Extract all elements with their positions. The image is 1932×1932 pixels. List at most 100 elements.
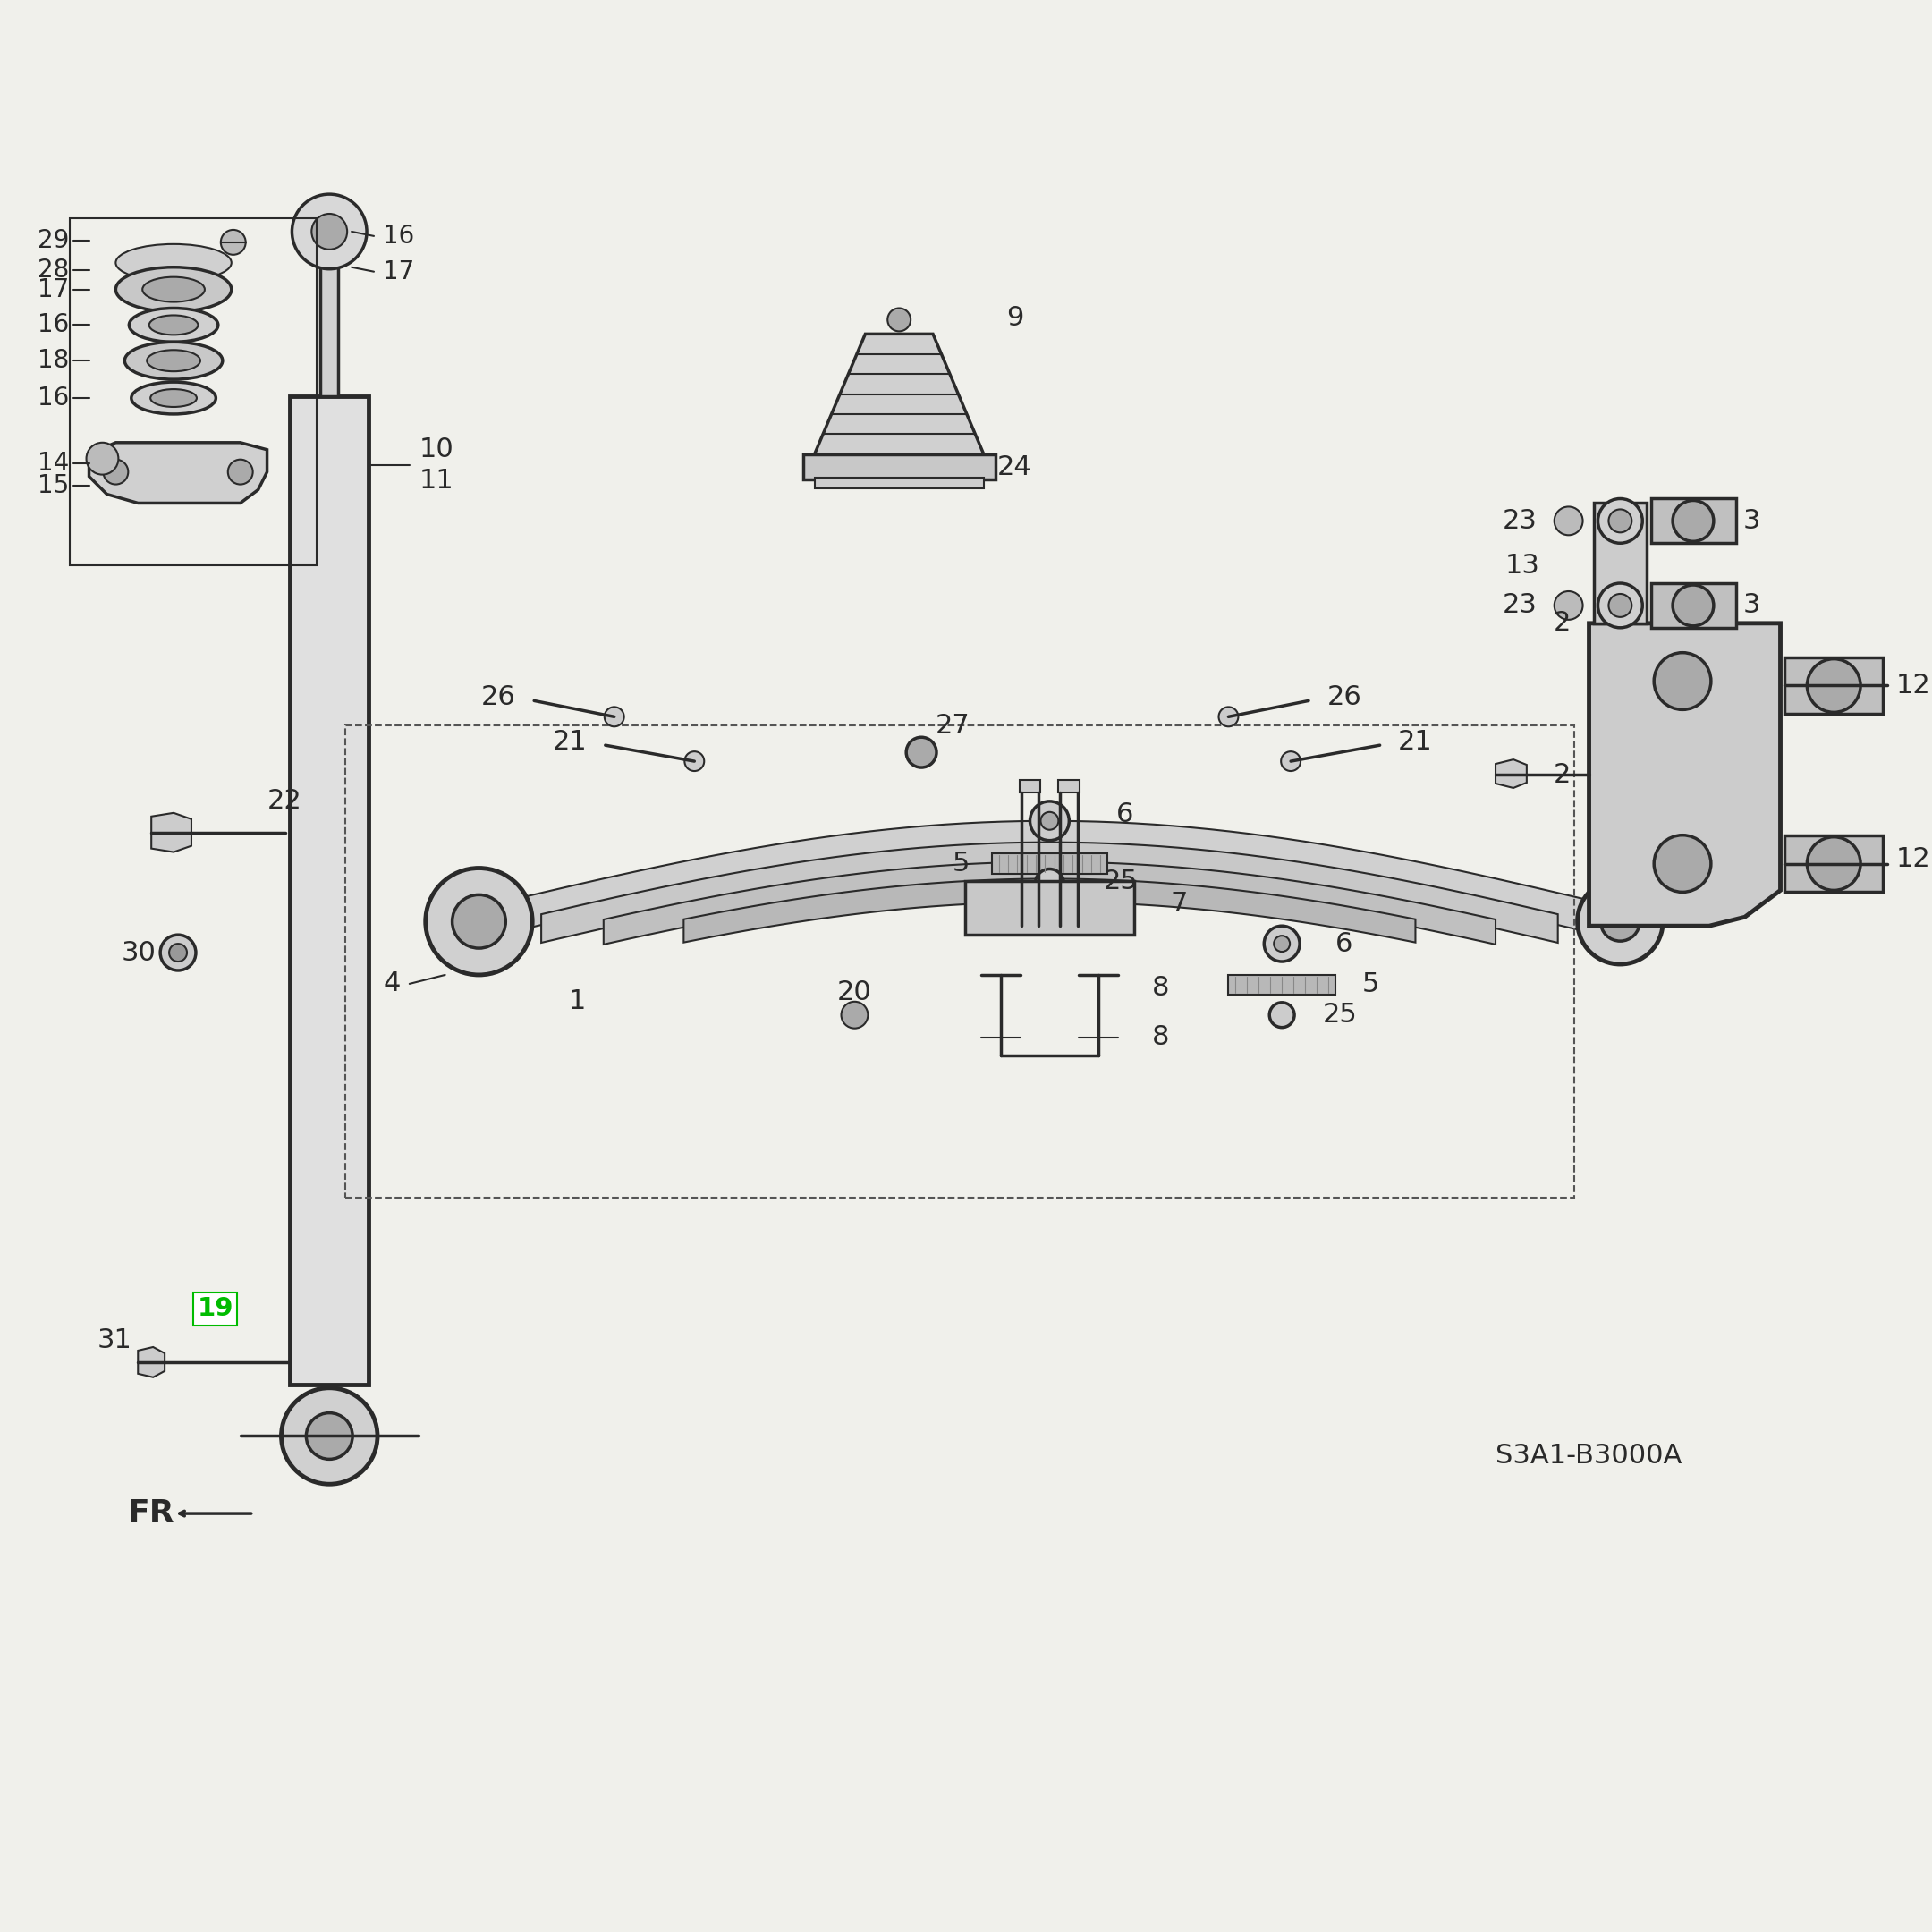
Circle shape	[1598, 498, 1642, 543]
Circle shape	[1036, 869, 1065, 898]
Bar	[1652, 583, 1735, 628]
Circle shape	[1553, 591, 1582, 620]
Text: 17: 17	[383, 259, 415, 284]
Text: 25: 25	[1321, 1003, 1356, 1028]
Circle shape	[1553, 506, 1582, 535]
Ellipse shape	[131, 383, 216, 413]
Circle shape	[1673, 500, 1714, 541]
Text: 6: 6	[1335, 931, 1352, 956]
Text: 26: 26	[481, 684, 516, 711]
Text: 3: 3	[1743, 593, 1760, 618]
Text: 11: 11	[419, 468, 454, 495]
Text: 14: 14	[39, 450, 70, 475]
Bar	[290, 396, 369, 1385]
Text: FR: FR	[128, 1499, 176, 1528]
Circle shape	[1281, 752, 1300, 771]
Bar	[804, 454, 995, 479]
Bar	[1020, 781, 1041, 792]
Ellipse shape	[143, 276, 205, 301]
Polygon shape	[1229, 976, 1335, 995]
Text: 30: 30	[122, 939, 156, 966]
Circle shape	[220, 230, 245, 255]
Text: 26: 26	[1327, 684, 1362, 711]
Bar	[1059, 781, 1080, 792]
Circle shape	[160, 935, 195, 970]
Circle shape	[1609, 593, 1633, 616]
Ellipse shape	[126, 342, 222, 379]
Text: 17: 17	[39, 276, 70, 301]
Text: 23: 23	[1503, 593, 1538, 618]
Bar	[815, 477, 983, 489]
Text: 19: 19	[197, 1296, 234, 1321]
Text: 25: 25	[1103, 869, 1138, 895]
Polygon shape	[151, 813, 191, 852]
Text: 7: 7	[1171, 891, 1188, 916]
Circle shape	[282, 1387, 377, 1484]
Polygon shape	[487, 821, 1611, 937]
Text: 8: 8	[1151, 1024, 1169, 1051]
Circle shape	[1609, 510, 1633, 533]
Circle shape	[1654, 835, 1712, 893]
Text: 15: 15	[39, 473, 70, 498]
Polygon shape	[137, 1347, 164, 1378]
Text: 27: 27	[935, 713, 970, 738]
Text: 6: 6	[1117, 802, 1134, 827]
Text: 21: 21	[1399, 728, 1434, 755]
Polygon shape	[1588, 624, 1781, 925]
Polygon shape	[684, 879, 1416, 943]
Circle shape	[906, 738, 937, 767]
Circle shape	[452, 895, 506, 949]
Ellipse shape	[129, 307, 218, 342]
Text: 12: 12	[1895, 846, 1930, 871]
Ellipse shape	[147, 350, 201, 371]
Text: 28: 28	[39, 257, 70, 282]
Text: 18: 18	[39, 348, 70, 373]
Bar	[1785, 835, 1884, 893]
Circle shape	[1577, 879, 1663, 964]
Polygon shape	[815, 334, 983, 454]
Circle shape	[887, 307, 910, 330]
Circle shape	[102, 460, 128, 485]
Ellipse shape	[149, 315, 199, 334]
Bar	[321, 263, 338, 396]
Circle shape	[307, 1412, 352, 1459]
Text: 16: 16	[383, 224, 415, 249]
Text: 2: 2	[1553, 761, 1571, 788]
Circle shape	[170, 943, 187, 962]
Circle shape	[1806, 837, 1861, 891]
Circle shape	[1219, 707, 1238, 726]
Text: 23: 23	[1503, 508, 1538, 533]
Bar	[346, 726, 1575, 1198]
Circle shape	[1654, 653, 1712, 709]
Circle shape	[1264, 925, 1300, 962]
Circle shape	[1806, 659, 1861, 713]
Bar	[1785, 657, 1884, 715]
Text: 8: 8	[1151, 976, 1169, 1001]
Text: 21: 21	[553, 728, 587, 755]
Text: 22: 22	[267, 788, 301, 813]
Text: 9: 9	[1007, 305, 1024, 330]
Text: 13: 13	[1505, 553, 1540, 578]
Circle shape	[1600, 902, 1640, 941]
Polygon shape	[89, 442, 267, 502]
Circle shape	[228, 460, 253, 485]
Circle shape	[311, 214, 348, 249]
Ellipse shape	[116, 243, 232, 282]
Circle shape	[425, 867, 533, 976]
Circle shape	[684, 752, 703, 771]
Circle shape	[840, 1001, 867, 1028]
Circle shape	[1273, 935, 1291, 952]
Text: 20: 20	[837, 980, 871, 1007]
Polygon shape	[1495, 759, 1526, 788]
Polygon shape	[991, 852, 1107, 875]
Circle shape	[1598, 583, 1642, 628]
Text: 31: 31	[97, 1327, 131, 1352]
Circle shape	[1269, 1003, 1294, 1028]
Text: 29: 29	[39, 228, 70, 253]
Text: 12: 12	[1895, 672, 1930, 699]
Ellipse shape	[116, 267, 232, 311]
Circle shape	[605, 707, 624, 726]
Circle shape	[1030, 802, 1068, 840]
Circle shape	[1041, 811, 1059, 831]
Text: 16: 16	[39, 386, 70, 412]
